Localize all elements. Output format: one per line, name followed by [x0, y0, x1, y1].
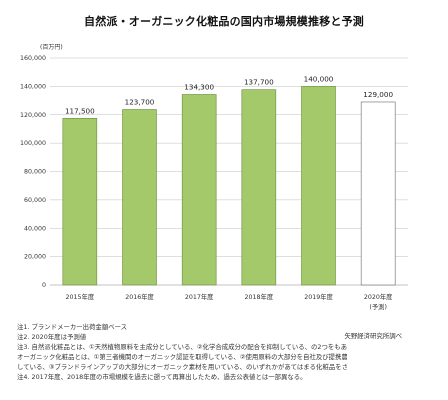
data-label: 129,000 [363, 90, 393, 99]
chart-title: 自然派・オーガニック化粧品の国内市場規模推移と予測 [84, 15, 364, 28]
footnote-3: 注3. 自然派化粧品とは、①天然植物原料を主成分としている、②化学合成成分の配合… [17, 343, 347, 351]
footnote-3-cont-2: している、③ブランドラインアップの大部分にオーガニック素材を用いている、のいずれ… [17, 363, 347, 371]
footnotes: 注1. ブランドメーカー出荷金額ベース 注2. 2020年度は予測値 注3. 自… [17, 322, 347, 382]
data-label: 134,300 [184, 82, 214, 91]
x-tick-label: 2020年度 [364, 292, 393, 301]
y-tick-label: 120,000 [20, 112, 46, 119]
footnote-2: 注2. 2020年度は予測値 [17, 333, 87, 341]
x-tick-label: 2019年度 [304, 292, 333, 301]
y-axis-unit-label: (百万円) [40, 44, 63, 51]
footnote-1: 注1. ブランドメーカー出荷金額ベース [17, 323, 128, 331]
data-label: 123,700 [125, 98, 155, 107]
bar [360, 101, 396, 286]
bar-chart: 0 20,000 40,000 60,000 80,000 100,000 120,000 1… [20, 55, 408, 311]
bar [62, 117, 98, 286]
y-tick-label: 60,000 [24, 197, 46, 204]
x-tick-label: 2016年度 [125, 292, 154, 301]
x-tick-label: (予測) [369, 302, 387, 311]
bar [122, 109, 157, 286]
y-tick-label: 100,000 [20, 140, 46, 147]
data-label: 137,700 [244, 78, 274, 87]
x-tick-label: 2018年度 [245, 292, 274, 301]
footnote-3-cont-1: オーガニック化粧品とは、①第三者機関のオーガニック認証を取得している、②使用原料… [17, 353, 347, 361]
y-tick-label: 0 [42, 282, 46, 289]
bar [241, 89, 277, 286]
data-label: 117,500 [65, 106, 95, 115]
y-tick-label: 80,000 [24, 169, 46, 176]
y-tick-label: 20,000 [24, 254, 46, 261]
x-tick-label: 2017年度 [185, 292, 214, 301]
y-tick-label: 160,000 [20, 55, 46, 62]
y-tick-label: 140,000 [20, 83, 46, 90]
data-label: 140,000 [304, 74, 334, 83]
y-tick-label: 40,000 [24, 225, 46, 232]
bar [301, 86, 336, 286]
footnote-4: 注4. 2017年度、2018年度の市場規模を過去に遡って再算出したため、過去公… [17, 373, 307, 381]
x-tick-label: 2015年度 [66, 292, 95, 301]
bar [181, 94, 217, 286]
source-credit: 矢野経済研究所調べ [344, 332, 402, 340]
